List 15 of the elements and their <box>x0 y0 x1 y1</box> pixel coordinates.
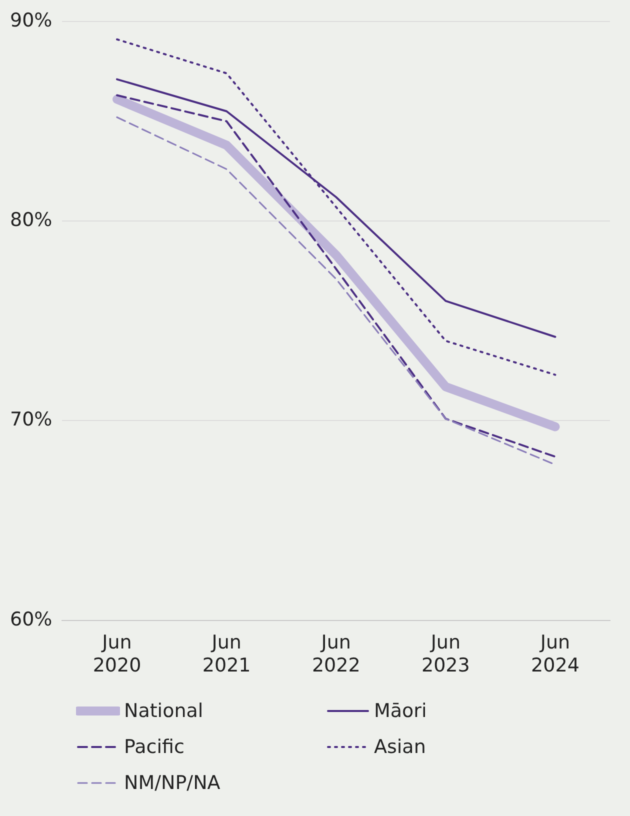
y-tick-label: 60% <box>10 608 52 630</box>
x-tick-label: Jun 2023 <box>421 632 470 677</box>
y-tick-label: 80% <box>10 209 52 232</box>
legend-label: Māori <box>374 700 427 722</box>
x-tick-label: Jun 2020 <box>92 632 142 677</box>
legend-label: NM/NP/NA <box>124 772 220 794</box>
legend-label: National <box>124 700 204 722</box>
x-tick-label: Jun 2024 <box>531 632 580 677</box>
x-tick-label: Jun 2022 <box>312 632 360 677</box>
x-tick-label: Jun 2021 <box>202 632 251 677</box>
y-tick-label: 90% <box>10 9 52 32</box>
y-tick-label: 70% <box>10 408 52 431</box>
legend-label: Pacific <box>124 736 184 758</box>
legend-label: Asian <box>374 736 426 758</box>
line-series <box>116 38 556 376</box>
